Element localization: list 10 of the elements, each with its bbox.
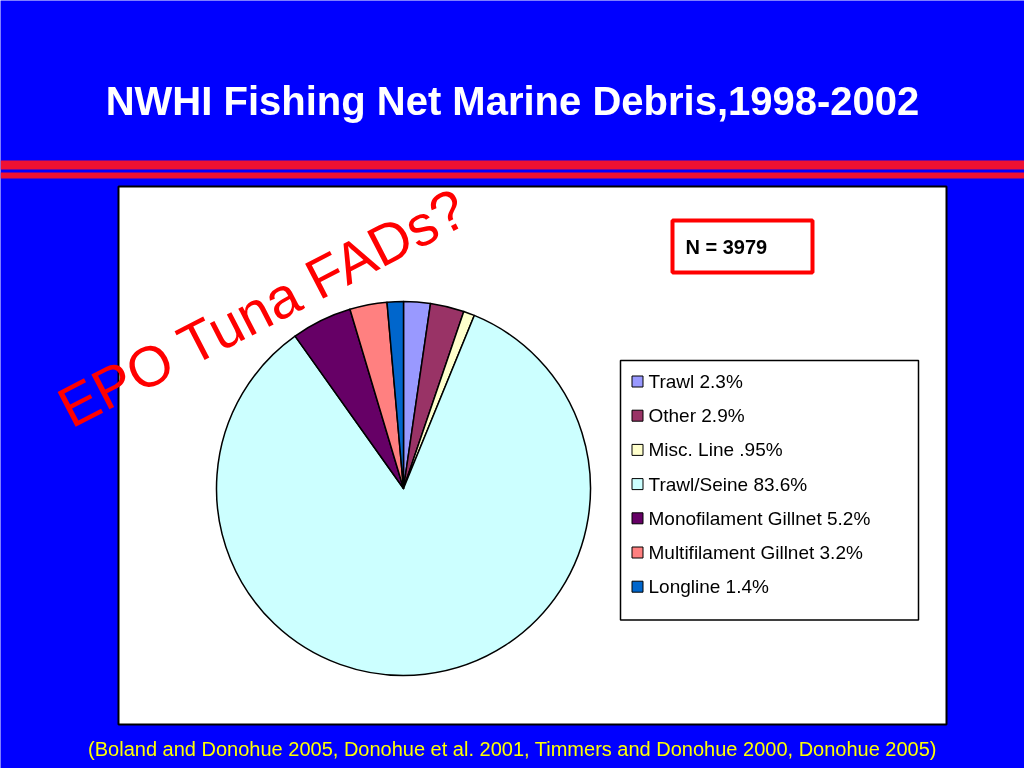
chart-title: NWHI Fishing Net Marine Debris,1998-2002 (105, 78, 920, 123)
text: N = 3979 (685, 235, 768, 258)
legend-label: Misc. Line .95% (648, 439, 783, 461)
legend-label: Trawl 2.3% (648, 371, 743, 392)
text: (Boland and Donohue 2005, Donohue et al. 2001, Timmers and Donohue 2000, Donohue 2005) (88, 737, 937, 760)
legend-label: Multifilament Gillnet 3.2% (648, 542, 863, 563)
legend-label: Monofilament Gillnet 5.2% (648, 507, 871, 529)
legend-label: Longline 1.4% (648, 576, 770, 598)
legend-label: Trawl/Seine 83.6% (648, 473, 808, 495)
legend-label: Other 2.9% (648, 405, 745, 427)
